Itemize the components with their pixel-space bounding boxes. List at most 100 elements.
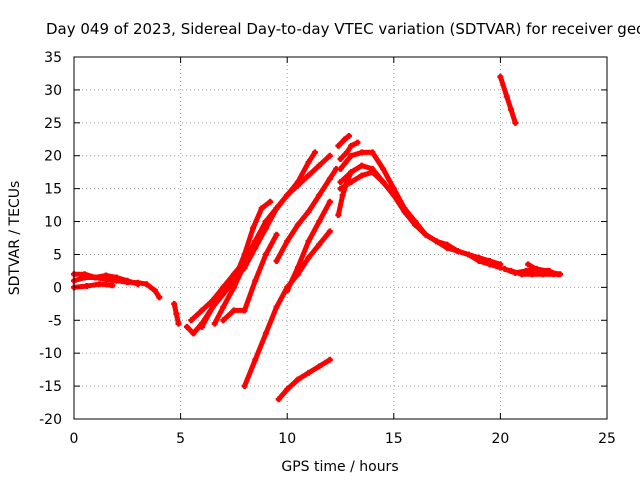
- point-trail: [231, 251, 248, 284]
- series-s7: [198, 198, 274, 330]
- point-trail: [401, 209, 418, 228]
- point-trail: [263, 205, 280, 225]
- data-point: [354, 139, 361, 146]
- data-point: [326, 198, 333, 205]
- data-point: [390, 192, 397, 199]
- point-trail: [231, 261, 248, 290]
- point-trail: [380, 179, 397, 198]
- point-trail: [316, 153, 333, 169]
- data-point: [326, 228, 333, 235]
- x-tick-label: 10: [278, 431, 296, 447]
- y-tick-label: 20: [44, 149, 62, 165]
- chart-title: Day 049 of 2023, Sidereal Day-to-day VTE…: [46, 20, 640, 38]
- plot-border: [73, 56, 608, 420]
- point-trail: [220, 284, 237, 310]
- series-s3: [71, 281, 116, 291]
- point-trail: [263, 304, 280, 336]
- data-point: [267, 198, 274, 205]
- y-tick-label: 15: [44, 182, 62, 198]
- series-s23: [525, 261, 553, 274]
- data-point: [326, 152, 333, 159]
- point-trail: [338, 153, 354, 172]
- point-trail: [252, 219, 269, 244]
- y-tick-label: -5: [48, 313, 62, 329]
- x-tick-label: 25: [598, 431, 616, 447]
- point-trail: [306, 192, 322, 215]
- grid: [74, 57, 607, 419]
- data-point: [497, 264, 504, 271]
- point-trail: [210, 291, 226, 310]
- y-tick-label: 0: [53, 280, 62, 296]
- y-tick-label: 30: [44, 83, 62, 99]
- point-trail: [497, 74, 510, 99]
- point-trail: [316, 228, 333, 248]
- x-tick-label: 0: [70, 431, 79, 447]
- point-trail: [242, 238, 258, 267]
- series-s20: [497, 73, 519, 126]
- series-s15: [337, 139, 361, 163]
- data-point: [311, 149, 318, 156]
- point-trail: [295, 159, 312, 185]
- data-points: [71, 73, 564, 403]
- point-trail: [220, 271, 237, 290]
- series-s18: [337, 162, 504, 271]
- point-trail: [295, 238, 312, 271]
- data-point: [512, 119, 519, 126]
- point-trail: [199, 304, 216, 330]
- series-s12: [273, 165, 340, 265]
- data-point: [326, 356, 333, 363]
- point-trail: [242, 357, 258, 389]
- y-tick-label: -10: [39, 346, 62, 362]
- point-trail: [252, 330, 269, 363]
- y-tick-label: -20: [39, 412, 62, 428]
- series-s19: [337, 169, 397, 199]
- series-s4: [171, 300, 182, 327]
- point-trail: [252, 251, 269, 284]
- point-trail: [391, 192, 407, 215]
- point-trail: [212, 304, 226, 327]
- data-point: [109, 282, 116, 289]
- x-tick-label: 5: [176, 431, 185, 447]
- data-point: [546, 267, 553, 274]
- x-tick-label: 15: [385, 431, 403, 447]
- point-trail: [284, 222, 301, 244]
- point-trail: [242, 278, 258, 313]
- y-tick-label: 25: [44, 116, 62, 132]
- axis-ticks: 0 5 10 15 20 25 -20 -15 -10 -5 0 5 10 15 20 25 30 35: [39, 50, 616, 447]
- data-point: [273, 231, 280, 238]
- point-trail: [316, 176, 333, 198]
- data-point: [156, 294, 163, 301]
- series-s14: [335, 132, 353, 149]
- x-axis-label: GPS time / hours: [281, 459, 398, 475]
- point-trail: [250, 205, 265, 231]
- point-trail: [284, 265, 301, 294]
- data-point: [134, 281, 141, 288]
- point-trail: [295, 209, 312, 228]
- y-axis-label: SDTVAR / TECUs: [7, 181, 23, 296]
- point-trail: [242, 225, 256, 257]
- data-point: [175, 320, 182, 327]
- point-trail: [380, 166, 397, 192]
- point-trail: [306, 219, 322, 244]
- data-point: [273, 205, 280, 212]
- point-trail: [306, 242, 322, 261]
- point-trail: [210, 284, 226, 304]
- point-trail: [252, 225, 269, 251]
- y-tick-label: 10: [44, 215, 62, 231]
- point-trail: [369, 149, 386, 172]
- point-trail: [274, 192, 290, 211]
- point-trail: [263, 232, 280, 257]
- point-trail: [295, 255, 312, 277]
- point-trail: [335, 192, 346, 218]
- point-trail: [316, 199, 333, 225]
- series-s9: [220, 231, 280, 324]
- point-trail: [220, 278, 237, 297]
- y-tick-label: 35: [44, 50, 62, 66]
- y-tick-label: -15: [39, 379, 62, 395]
- series-s8: [211, 205, 280, 327]
- x-tick-label: 20: [491, 431, 509, 447]
- y-tick-label: 5: [53, 247, 62, 263]
- data-point: [554, 271, 561, 278]
- series-s13: [284, 198, 333, 294]
